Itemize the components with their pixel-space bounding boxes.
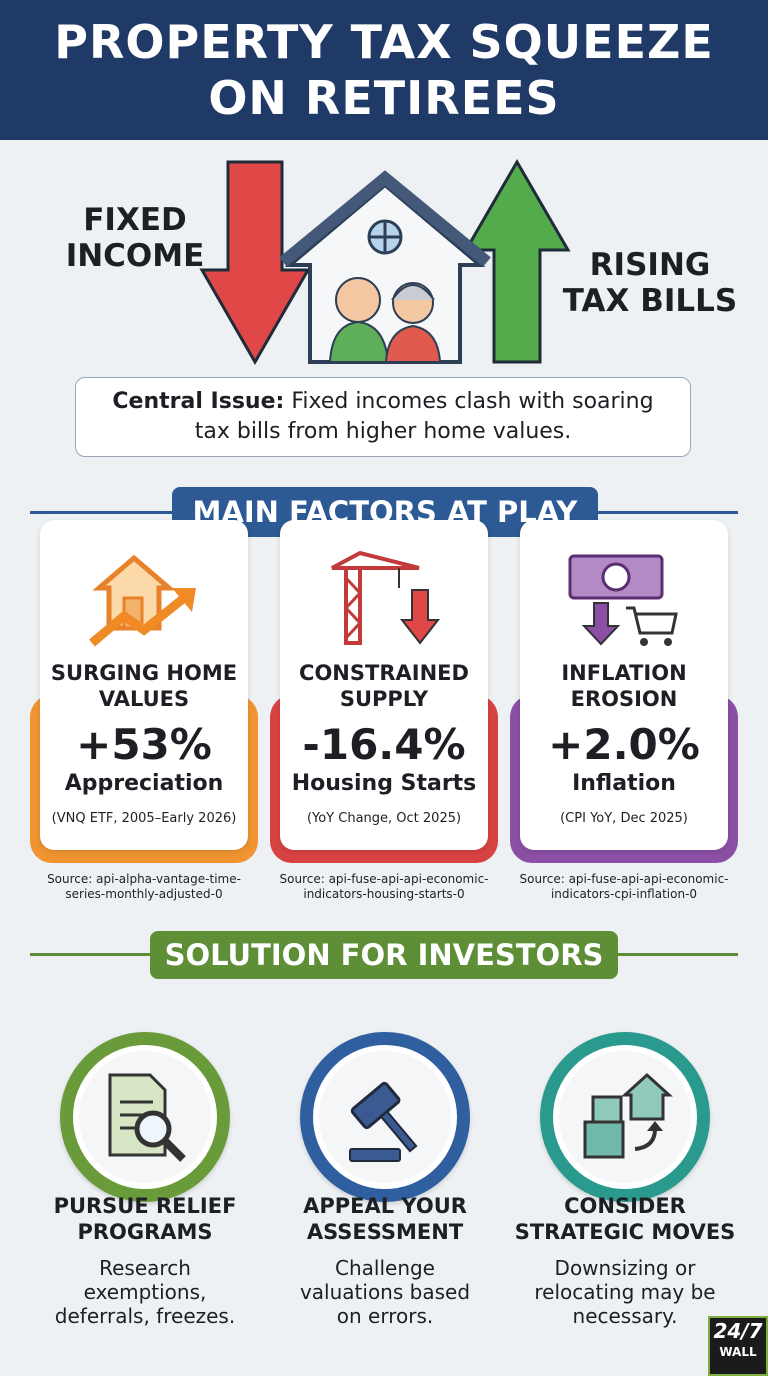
factor-card: SURGING HOME VALUES +53% Appreciation (V… bbox=[40, 520, 248, 850]
solution-icon bbox=[60, 1032, 230, 1202]
icon-shape bbox=[172, 588, 196, 612]
icon-shape bbox=[591, 1095, 623, 1124]
factor-card: INFLATION EROSION +2.0% Inflation (CPI Y… bbox=[520, 520, 728, 850]
factor-source: Source: api-alpha-vantage-time-series-mo… bbox=[47, 872, 241, 901]
logo: 24/7 WALL bbox=[708, 1316, 768, 1376]
factor-metric: Housing Starts bbox=[291, 771, 477, 796]
icon-shape bbox=[626, 606, 678, 635]
solution-text: Downsizing or relocating may be necessar… bbox=[534, 1256, 716, 1328]
factor-metric: Inflation bbox=[572, 771, 676, 796]
right-label: RISING TAX BILLS bbox=[562, 247, 738, 319]
factor-value: -16.4% bbox=[302, 720, 466, 769]
icon-shape bbox=[319, 1051, 451, 1183]
title: PROPERTY TAX SQUEEZE ON RETIREES bbox=[54, 15, 714, 125]
factor-metric: Appreciation bbox=[64, 771, 224, 796]
icon-shape bbox=[379, 1110, 418, 1153]
factor-note: (YoY Change, Oct 2025) bbox=[306, 811, 462, 826]
icon-shape bbox=[349, 1148, 401, 1162]
icon-shape bbox=[89, 594, 187, 647]
solution-title: APPEAL YOUR ASSESSMENT bbox=[303, 1194, 467, 1244]
solution-icon bbox=[300, 1032, 470, 1202]
solution-title: PURSUE RELIEF PROGRAMS bbox=[53, 1194, 237, 1244]
icon-shape bbox=[350, 1081, 418, 1153]
icon-shape bbox=[559, 1051, 691, 1183]
grandma bbox=[384, 324, 442, 363]
icon-shape bbox=[647, 1121, 663, 1131]
factor-title: CONSTRAINED SUPPLY bbox=[299, 661, 469, 711]
icon-shape bbox=[399, 589, 441, 645]
factor-value: +53% bbox=[76, 720, 212, 769]
gavel-icon bbox=[349, 1081, 418, 1162]
house bbox=[284, 182, 486, 364]
grandma-hair bbox=[391, 284, 435, 301]
central-issue: Central Issue: Fixed incomes clash with … bbox=[75, 377, 691, 457]
factor-source: Source: api-fuse-api-api-economic-indica… bbox=[519, 872, 729, 901]
solution-icon bbox=[540, 1032, 710, 1202]
icon-shape bbox=[162, 1138, 186, 1162]
central-issue-body: Fixed incomes clash with soaring tax bil… bbox=[194, 389, 654, 444]
icon-shape bbox=[664, 638, 672, 646]
factor-note: (CPI YoY, Dec 2025) bbox=[560, 811, 688, 826]
solutions-heading: SOLUTION FOR INVESTORS bbox=[150, 931, 618, 979]
logo-sub: WALL bbox=[719, 1345, 757, 1359]
icon-shape bbox=[343, 576, 363, 640]
grandpa-head bbox=[335, 277, 381, 323]
icon-shape bbox=[581, 602, 621, 646]
icon-shape bbox=[79, 1051, 211, 1183]
factor-note: (VNQ ETF, 2005–Early 2026) bbox=[51, 811, 237, 826]
logo-text: 24/7 bbox=[713, 1319, 763, 1343]
icon-shape bbox=[331, 550, 420, 570]
icon-shape bbox=[640, 638, 648, 646]
factor-value: +2.0% bbox=[548, 720, 700, 769]
document-search-icon bbox=[108, 1073, 186, 1162]
icon-shape bbox=[601, 562, 631, 592]
roof bbox=[279, 170, 491, 267]
icon-shape bbox=[583, 1120, 625, 1159]
home-growth-icon bbox=[89, 554, 196, 647]
solution-title: CONSIDER STRATEGIC MOVES bbox=[514, 1194, 736, 1244]
up-arrow bbox=[463, 159, 571, 364]
factor-title: INFLATION EROSION bbox=[561, 661, 687, 711]
inflation-icon bbox=[568, 554, 678, 646]
icon-shape bbox=[634, 1128, 657, 1151]
central-issue-text: Central Issue: Fixed incomes clash with … bbox=[96, 387, 670, 447]
icon-shape bbox=[134, 1110, 172, 1148]
factor-source: Source: api-fuse-api-api-economic-indica… bbox=[279, 872, 489, 901]
factor-card: CONSTRAINED SUPPLY -16.4% Housing Starts… bbox=[280, 520, 488, 850]
moving-icon bbox=[583, 1072, 673, 1159]
left-label: FIXED INCOME bbox=[65, 202, 205, 274]
hero-illustration bbox=[199, 159, 571, 366]
icon-shape bbox=[621, 1072, 673, 1121]
crane-icon bbox=[331, 550, 441, 645]
header: PROPERTY TAX SQUEEZE ON RETIREES bbox=[0, 0, 768, 140]
solution-text: Research exemptions, deferrals, freezes. bbox=[54, 1256, 236, 1328]
central-issue-label: Central Issue: bbox=[112, 389, 285, 414]
down-arrow bbox=[199, 160, 311, 366]
solution-text: Challenge valuations based on errors. bbox=[299, 1256, 471, 1328]
factor-title: SURGING HOME VALUES bbox=[50, 661, 238, 711]
